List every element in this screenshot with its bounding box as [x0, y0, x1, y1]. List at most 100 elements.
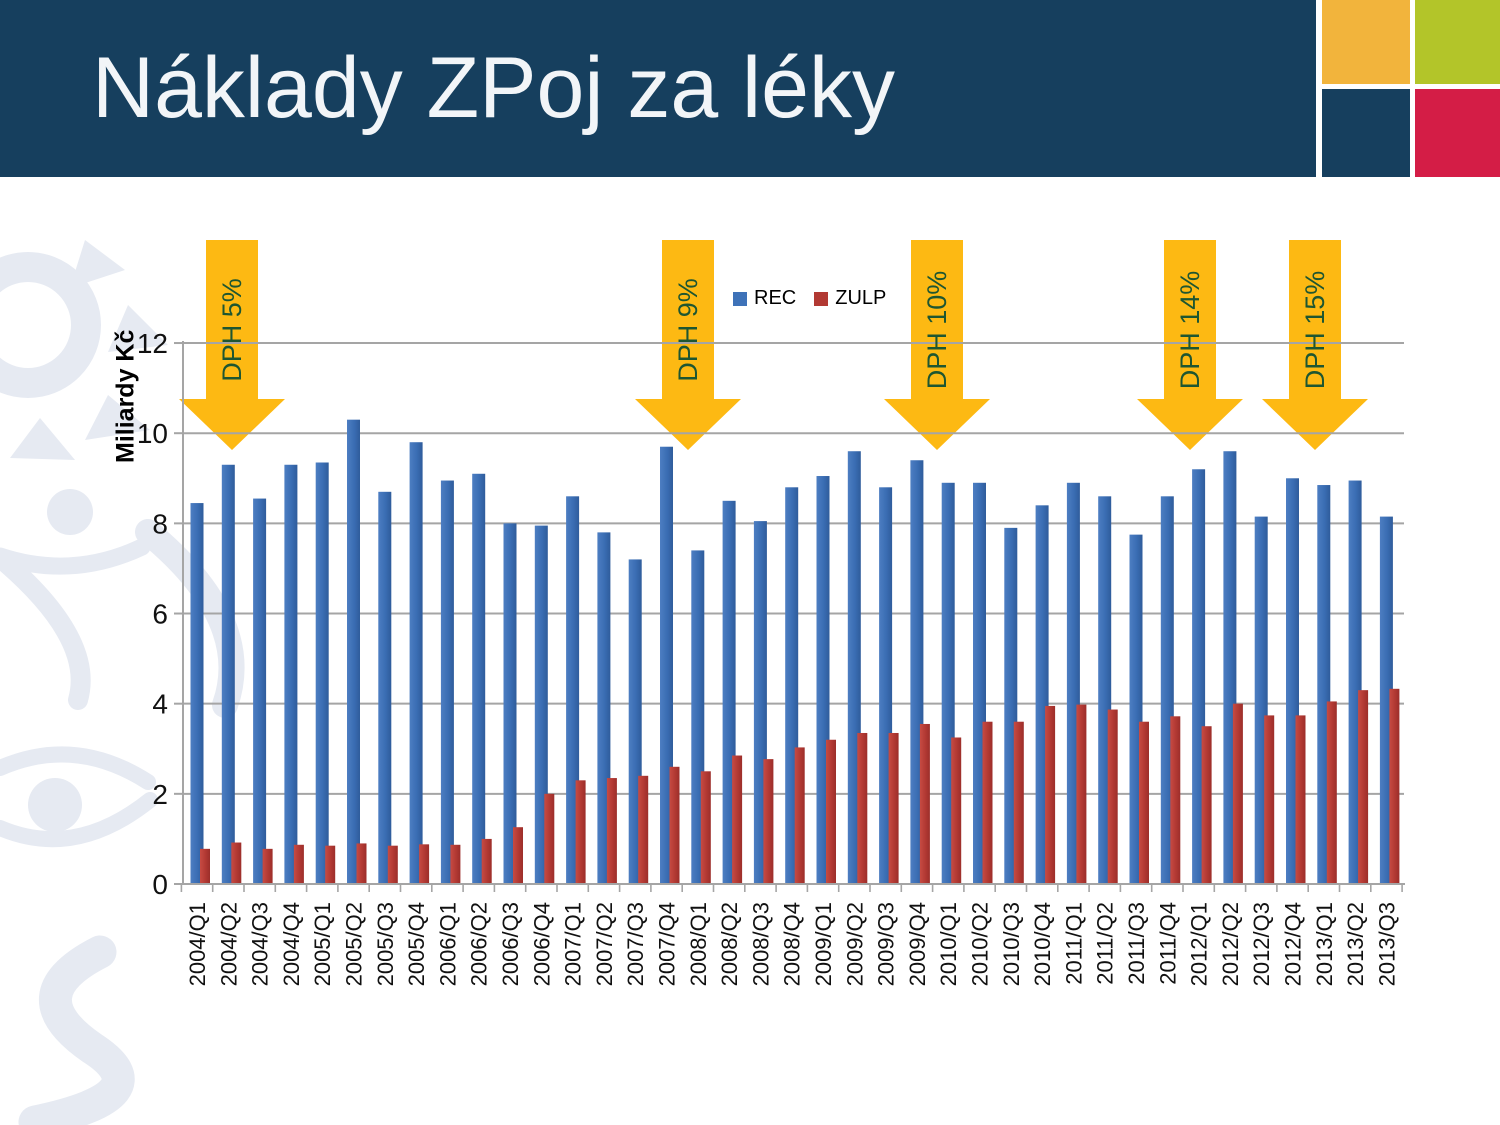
bar-rec — [472, 473, 486, 884]
bar-zulp — [888, 732, 899, 884]
bar-zulp — [356, 843, 367, 884]
watermark-zigzag — [18, 935, 135, 1125]
bar-zulp — [1295, 715, 1306, 884]
deco-square-yellow — [1322, 0, 1410, 84]
bar-zulp — [732, 755, 743, 884]
y-tick-label: 8 — [152, 508, 168, 539]
bar-zulp — [606, 778, 617, 884]
bar-zulp — [763, 759, 774, 884]
bar-zulp — [1076, 704, 1087, 884]
bar-rec — [503, 523, 517, 884]
dph-arrow-label: DPH 14% — [1175, 271, 1205, 390]
axes — [174, 341, 1405, 892]
bar-zulp — [419, 844, 430, 884]
deco-square-navy — [1322, 89, 1410, 177]
dph-arrow — [1137, 240, 1243, 450]
bar-zulp — [1013, 721, 1024, 884]
x-tick-label: 2006/Q4 — [529, 902, 554, 986]
bar-zulp — [1107, 709, 1118, 884]
bar-zulp — [262, 848, 273, 884]
bar-zulp — [200, 848, 210, 884]
x-tick-label: 2010/Q2 — [968, 902, 993, 986]
bar-zulp — [231, 842, 242, 884]
bar-zulp — [1326, 701, 1337, 884]
bar-zulp — [1045, 705, 1056, 884]
x-tick-label: 2010/Q3 — [999, 902, 1024, 986]
bar-zulp — [700, 771, 711, 884]
dph-arrow-label: DPH 9% — [673, 278, 703, 382]
legend-swatch-rec — [733, 291, 747, 306]
y-tick-label: 10 — [137, 418, 168, 449]
bar-zulp — [481, 838, 492, 884]
x-tick-label: 2009/Q3 — [874, 902, 899, 986]
x-tick-label: 2007/Q3 — [623, 902, 648, 986]
x-tick-label: 2010/Q4 — [1030, 902, 1055, 986]
bar-zulp — [919, 723, 930, 884]
x-tick-label: 2008/Q1 — [686, 902, 711, 986]
bar-zulp — [1389, 688, 1400, 884]
bar-rec — [315, 462, 329, 884]
bar-zulp — [669, 766, 680, 884]
x-tick-label: 2008/Q3 — [748, 902, 773, 986]
x-tick-label: 2011/Q4 — [1155, 902, 1180, 985]
bar-zulp — [293, 844, 304, 884]
dph-arrow — [884, 240, 990, 450]
bar-rec — [440, 480, 454, 884]
bar-zulp — [638, 775, 649, 884]
y-tick-label: 4 — [152, 689, 168, 720]
bar-zulp — [1201, 726, 1212, 884]
bar-zulp — [1139, 721, 1149, 884]
x-tick-label: 2009/Q4 — [905, 902, 930, 986]
x-tick-label: 2013/Q1 — [1312, 902, 1337, 986]
x-tick-label: 2006/Q1 — [435, 902, 460, 986]
x-tick-label: 2005/Q1 — [310, 902, 335, 986]
bar-zulp — [857, 732, 868, 884]
x-tick-label: 2004/Q1 — [185, 902, 210, 986]
bar-zulp — [951, 737, 962, 884]
bar-rec — [190, 503, 204, 884]
dph-arrow — [1262, 240, 1368, 450]
bar-zulp — [387, 845, 398, 884]
watermark-swoosh-left — [0, 552, 91, 710]
bar-rec — [284, 464, 298, 884]
x-tick-label: 2006/Q2 — [467, 902, 492, 986]
y-axis-title: Miliardy Kč — [111, 329, 140, 463]
watermark-sun-ray — [108, 305, 168, 352]
bar-zulp — [544, 793, 555, 884]
bar-rec — [253, 498, 267, 884]
watermark-eye-upper — [0, 746, 156, 790]
bar-zulp — [982, 721, 993, 884]
x-tick-label: 2005/Q4 — [404, 902, 429, 986]
dph-arrow-labels: DPH 5% DPH 9% DPH 10% DPH 14% DPH 15% — [217, 271, 1330, 390]
y-tick-label: 2 — [152, 779, 168, 810]
bar-zulp — [575, 780, 586, 884]
bar-rec — [409, 442, 423, 884]
x-tick-label: 2012/Q4 — [1281, 902, 1306, 986]
bar-rec — [378, 491, 392, 884]
legend-label-zulp: ZULP — [835, 287, 887, 309]
x-tick-label: 2004/Q3 — [248, 902, 273, 986]
y-tick-label: 6 — [152, 599, 168, 630]
x-tick-label: 2011/Q3 — [1124, 902, 1149, 985]
dph-arrow-label: DPH 5% — [217, 278, 247, 382]
x-tick-label: 2009/Q1 — [811, 902, 836, 986]
bar-zulp — [1358, 690, 1369, 884]
x-tick-label: 2005/Q3 — [373, 902, 398, 986]
x-tick-label: 2011/Q2 — [1093, 902, 1118, 985]
bar-rec — [221, 464, 235, 884]
x-tick-label: 2008/Q4 — [780, 902, 805, 986]
x-tick-label: 2007/Q1 — [561, 902, 586, 986]
x-tick-label: 2010/Q1 — [936, 902, 961, 986]
title-bar: Náklady ZPoj za léky — [0, 0, 1316, 177]
chart-legend: REC ZULP — [733, 287, 886, 310]
bar-zulp — [450, 844, 461, 884]
watermark-eye-pupil — [28, 778, 82, 832]
y-axis-tick-labels: 0 2 4 6 8 10 12 — [137, 328, 168, 900]
x-tick-label: 2009/Q2 — [842, 902, 867, 986]
x-tick-label: 2013/Q3 — [1374, 902, 1399, 986]
bar-zulp — [1170, 716, 1181, 884]
dph-arrows — [179, 240, 1368, 450]
x-tick-label: 2013/Q2 — [1343, 902, 1368, 986]
x-tick-label: 2004/Q2 — [216, 902, 241, 986]
